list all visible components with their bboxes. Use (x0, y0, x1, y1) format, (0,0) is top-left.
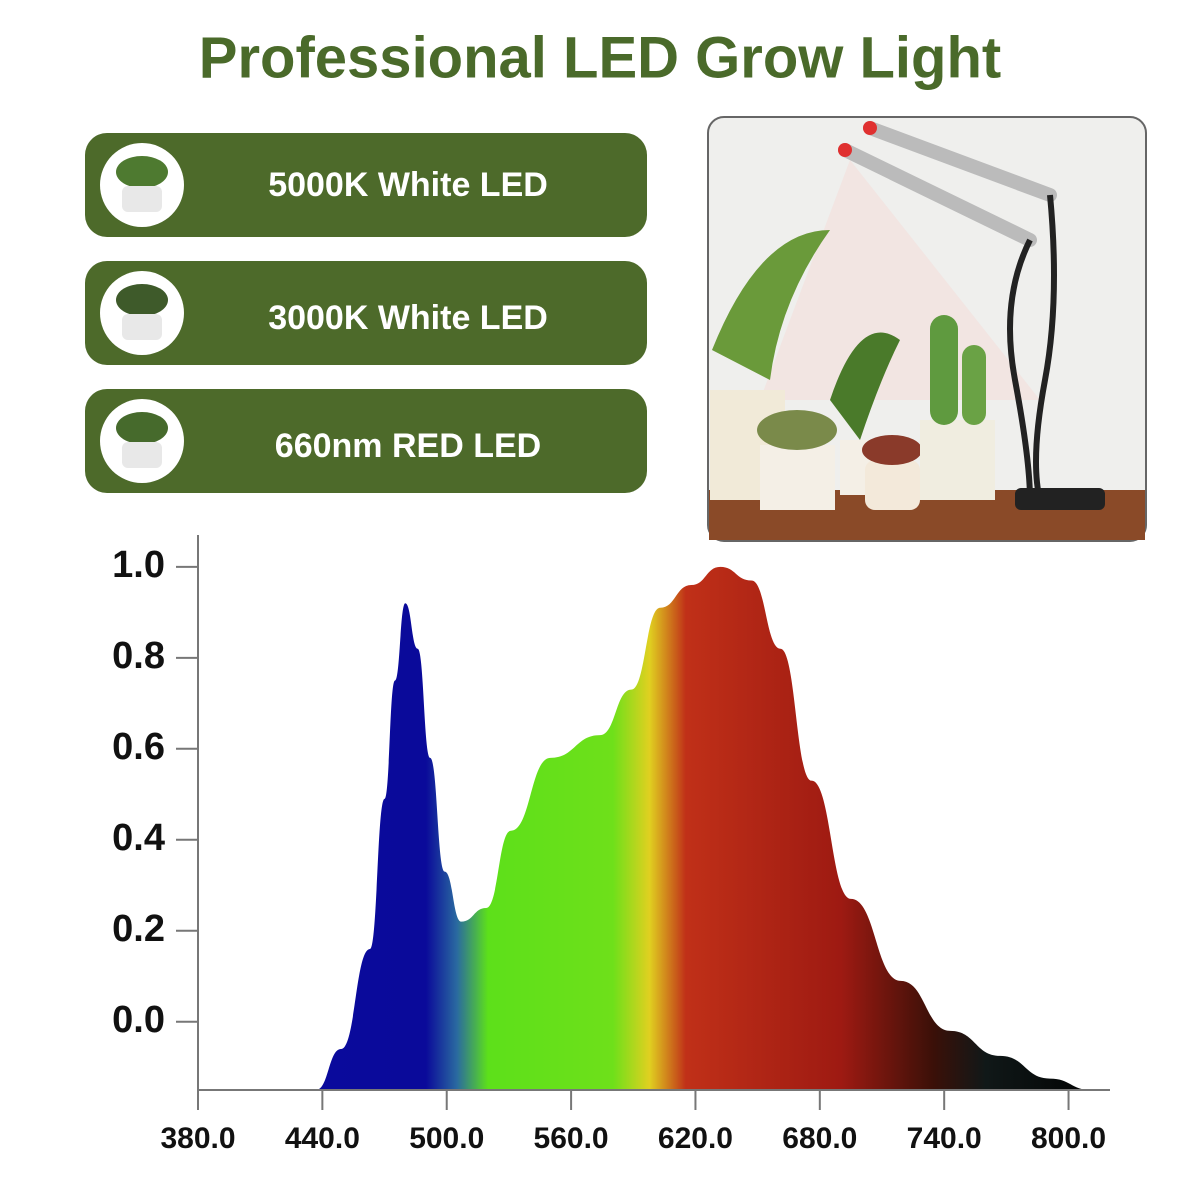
y-tick-label: 0.6 (112, 726, 165, 768)
badge-label: 660nm RED LED (275, 427, 541, 465)
y-tick-label: 0.2 (112, 908, 165, 950)
badge-label: 3000K White LED (268, 299, 548, 337)
x-tick-label: 380.0 (160, 1122, 235, 1155)
x-tick-label: 680.0 (782, 1122, 857, 1155)
x-tick-label: 740.0 (907, 1122, 982, 1155)
badge: 3000K White LED (85, 261, 647, 365)
x-tick-label: 440.0 (285, 1122, 360, 1155)
title: Professional LED Grow Light (199, 25, 1001, 90)
spectrum-chart: 0.0 0.2 0.4 0.6 0.8 1.0 380.0 440.0 500.0 560.0 62… (112, 535, 1110, 1155)
y-tick-label: 0.8 (112, 635, 165, 677)
feature-badges: 5000K White LED 3000K White LED 660nm RE… (85, 133, 647, 493)
product-photo (707, 116, 1147, 542)
x-tick-label: 560.0 (534, 1122, 609, 1155)
spectrum-area (316, 566, 1092, 1090)
x-tick-label: 800.0 (1031, 1122, 1106, 1155)
badge: 660nm RED LED (85, 389, 647, 493)
y-tick-label: 0.4 (112, 817, 165, 859)
y-tick-label: 1.0 (112, 544, 165, 586)
y-tick-label: 0.0 (112, 999, 165, 1041)
x-tick-label: 500.0 (409, 1122, 484, 1155)
x-tick-label: 620.0 (658, 1122, 733, 1155)
badge: 5000K White LED (85, 133, 647, 237)
badge-label: 5000K White LED (268, 166, 548, 204)
